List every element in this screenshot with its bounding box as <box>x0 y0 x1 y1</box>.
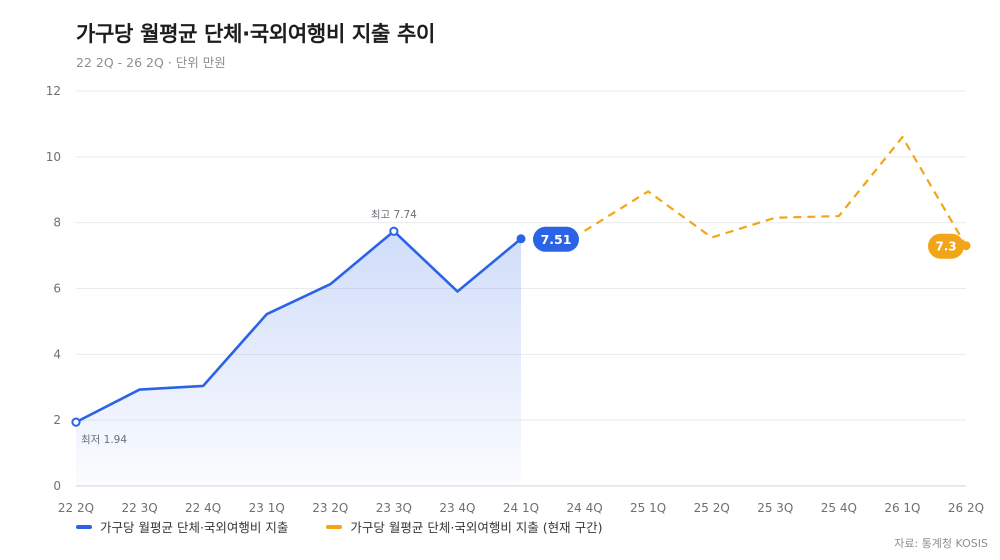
callout-actual-text: 7.51 <box>541 232 572 247</box>
legend-swatch-actual <box>76 524 92 529</box>
x-tick-label: 24 4Q <box>566 501 602 515</box>
series-lines <box>74 135 967 424</box>
y-tick-label: 4 <box>53 347 61 361</box>
y-tick-label: 6 <box>53 282 61 296</box>
x-axis-ticks: 22 2Q 22 3Q 22 4Q 23 1Q 23 2Q 23 3Q 23 4Q 24 1Q… <box>58 501 984 515</box>
x-tick-label: 26 1Q <box>884 501 920 515</box>
x-tick-label: 26 2Q <box>948 501 984 515</box>
marker-max <box>389 226 399 236</box>
x-tick-label: 23 2Q <box>312 501 348 515</box>
x-tick-label: 25 4Q <box>821 501 857 515</box>
marker-last-actual <box>516 234 526 244</box>
series-line-current <box>583 135 967 247</box>
chart-subtitle: 22 2Q - 26 2Q · 단위 만원 <box>76 55 226 70</box>
x-tick-label: 22 2Q <box>58 501 94 515</box>
y-axis-ticks: 0 2 4 6 8 10 12 <box>46 84 61 493</box>
x-tick-label: 25 1Q <box>630 501 666 515</box>
x-tick-label: 22 3Q <box>121 501 157 515</box>
x-tick-label: 25 3Q <box>757 501 793 515</box>
legend-swatch-current <box>326 524 343 529</box>
x-tick-label: 23 3Q <box>376 501 412 515</box>
y-tick-label: 12 <box>46 84 61 98</box>
x-tick-label: 23 1Q <box>249 501 285 515</box>
y-tick-label: 10 <box>46 150 61 164</box>
legend: 가구당 월평균 단체·국외여행비 지출 가구당 월평균 단체·국외여행비 지출 … <box>76 517 603 536</box>
point-markers <box>71 226 971 427</box>
min-label: 최저 1.94 <box>81 434 127 446</box>
callout-current-pill <box>928 233 964 259</box>
y-tick-label: 8 <box>53 216 61 230</box>
marker-min <box>71 417 81 427</box>
legend-item-actual[interactable]: 가구당 월평균 단체·국외여행비 지출 <box>76 517 288 536</box>
legend-item-current[interactable]: 가구당 월평균 단체·국외여행비 지출 (현재 구간) <box>326 517 603 536</box>
series-line-actual <box>74 229 523 424</box>
legend-label-current: 가구당 월평균 단체·국외여행비 지출 (현재 구간) <box>350 520 603 535</box>
max-label: 최고 7.74 <box>371 209 417 221</box>
legend-label-actual: 가구당 월평균 단체·국외여행비 지출 <box>100 520 289 535</box>
y-tick-label: 0 <box>53 479 61 493</box>
area-actual <box>76 231 521 486</box>
x-tick-label: 22 4Q <box>185 501 221 515</box>
x-tick-label: 24 1Q <box>503 501 539 515</box>
chart-title: 가구당 월평균 단체·국외여행비 지출 추이 <box>76 22 436 46</box>
area-fill <box>76 231 521 486</box>
y-tick-label: 2 <box>53 413 61 427</box>
data-labels: 최저 1.94 최고 7.74 7.51 7.3 <box>81 209 964 446</box>
x-tick-label: 23 4Q <box>439 501 475 515</box>
source-note: 자료: 통계청 KOSIS <box>894 537 988 550</box>
x-tick-label: 25 2Q <box>694 501 730 515</box>
callout-actual-pill <box>533 226 579 252</box>
callout-current-text: 7.3 <box>935 240 956 254</box>
